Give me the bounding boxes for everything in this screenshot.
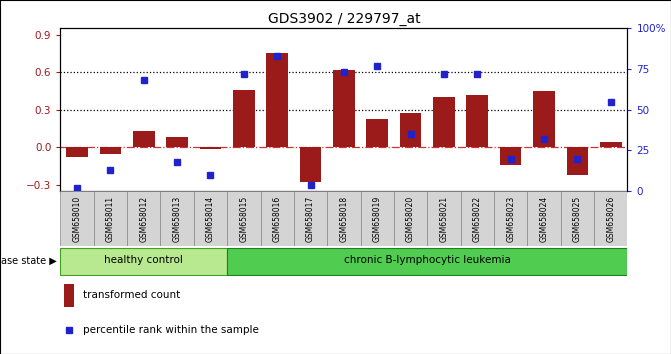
Text: GSM658026: GSM658026	[606, 195, 615, 242]
Text: GSM658022: GSM658022	[473, 195, 482, 242]
FancyBboxPatch shape	[60, 247, 227, 275]
Bar	[66, 147, 88, 157]
FancyBboxPatch shape	[127, 191, 160, 246]
Bar	[99, 147, 121, 154]
Bar	[166, 137, 188, 147]
Text: GSM658018: GSM658018	[340, 195, 348, 242]
Text: GSM658016: GSM658016	[272, 195, 282, 242]
Bar	[133, 131, 154, 147]
Text: GSM658014: GSM658014	[206, 195, 215, 242]
Text: GSM658013: GSM658013	[172, 195, 182, 242]
FancyBboxPatch shape	[227, 191, 260, 246]
FancyBboxPatch shape	[427, 191, 460, 246]
Text: GSM658023: GSM658023	[506, 195, 515, 242]
FancyBboxPatch shape	[327, 191, 360, 246]
FancyBboxPatch shape	[527, 191, 561, 246]
Bar	[266, 53, 288, 147]
Bar	[300, 147, 321, 182]
Text: GSM658020: GSM658020	[406, 195, 415, 242]
Text: transformed count: transformed count	[83, 290, 180, 301]
FancyBboxPatch shape	[160, 191, 194, 246]
FancyBboxPatch shape	[260, 191, 294, 246]
Text: percentile rank within the sample: percentile rank within the sample	[83, 325, 258, 335]
FancyBboxPatch shape	[94, 191, 127, 246]
FancyBboxPatch shape	[594, 191, 627, 246]
Bar	[500, 147, 521, 165]
Bar	[333, 70, 355, 147]
Text: disease state ▶: disease state ▶	[0, 256, 57, 266]
FancyBboxPatch shape	[460, 191, 494, 246]
Text: GSM658025: GSM658025	[573, 195, 582, 242]
Text: GSM658019: GSM658019	[372, 195, 382, 242]
Text: GSM658017: GSM658017	[306, 195, 315, 242]
FancyBboxPatch shape	[394, 191, 427, 246]
Bar	[64, 284, 74, 307]
Bar	[366, 119, 388, 147]
FancyBboxPatch shape	[227, 247, 627, 275]
Bar	[400, 114, 421, 147]
Text: GSM658010: GSM658010	[72, 195, 82, 242]
FancyBboxPatch shape	[494, 191, 527, 246]
Text: GSM658012: GSM658012	[140, 195, 148, 242]
FancyBboxPatch shape	[60, 191, 94, 246]
Bar	[533, 91, 555, 147]
Text: GSM658011: GSM658011	[106, 195, 115, 242]
Bar	[466, 95, 488, 147]
FancyBboxPatch shape	[360, 191, 394, 246]
Bar	[433, 97, 455, 147]
Text: GSM658021: GSM658021	[440, 195, 448, 242]
Bar	[233, 90, 255, 147]
Text: GSM658024: GSM658024	[539, 195, 548, 242]
Title: GDS3902 / 229797_at: GDS3902 / 229797_at	[268, 12, 420, 26]
Text: chronic B-lymphocytic leukemia: chronic B-lymphocytic leukemia	[344, 256, 511, 266]
Bar	[200, 147, 221, 149]
Bar	[600, 142, 621, 147]
FancyBboxPatch shape	[561, 191, 594, 246]
Bar	[566, 147, 588, 175]
Text: GSM658015: GSM658015	[240, 195, 248, 242]
FancyBboxPatch shape	[194, 191, 227, 246]
Text: healthy control: healthy control	[104, 256, 183, 266]
FancyBboxPatch shape	[294, 191, 327, 246]
